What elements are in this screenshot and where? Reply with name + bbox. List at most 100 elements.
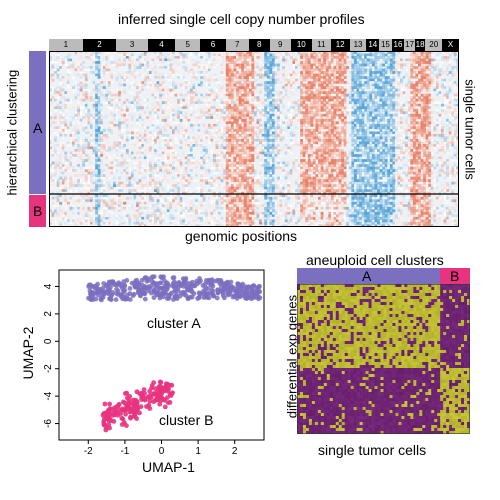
- point-cluster-b: [131, 401, 137, 406]
- point-cluster-a: [134, 284, 140, 290]
- point-cluster-a: [149, 275, 155, 280]
- expr-cluster-b-bar: [440, 268, 470, 284]
- point-cluster-a: [164, 286, 170, 292]
- point-cluster-a: [161, 294, 166, 300]
- point-cluster-b: [167, 400, 173, 405]
- x-tick-label: -1: [120, 446, 129, 457]
- point-cluster-a: [221, 282, 227, 287]
- point-cluster-b: [151, 380, 157, 385]
- point-cluster-b: [102, 401, 108, 407]
- point-cluster-a: [198, 278, 203, 284]
- chromosome-bar: 1 2 3 4 5 6 7 8 9 10 11 12 13 14 15 16 17 18 20 X: [49, 39, 459, 51]
- y-tick-label: -6: [43, 419, 54, 428]
- chromosome-2: 2: [82, 39, 117, 51]
- chromosome-7: 7: [225, 39, 249, 51]
- point-cluster-a: [255, 289, 261, 295]
- point-cluster-b: [133, 410, 139, 416]
- point-cluster-b: [141, 387, 147, 392]
- cluster-b-bar-label: B: [33, 203, 43, 219]
- point-cluster-a: [234, 295, 240, 301]
- point-cluster-a: [110, 290, 115, 295]
- point-cluster-a: [183, 293, 189, 298]
- point-cluster-b: [157, 401, 163, 407]
- chromosome-8: 8: [248, 39, 270, 51]
- chromosome-18: 18: [414, 39, 426, 51]
- cnv-title: inferred single cell copy number profile…: [118, 11, 365, 27]
- point-cluster-a: [156, 285, 162, 291]
- point-cluster-a: [137, 292, 143, 298]
- point-cluster-a: [239, 283, 245, 289]
- cluster-a-annotation: cluster A: [147, 315, 201, 331]
- point-cluster-a: [151, 288, 157, 293]
- point-cluster-b: [124, 390, 130, 396]
- point-cluster-b: [107, 425, 112, 431]
- point-cluster-a: [99, 294, 105, 300]
- point-cluster-b: [137, 391, 143, 397]
- aneuploid-title: aneuploid cell clusters: [306, 252, 444, 268]
- point-cluster-a: [171, 297, 176, 302]
- point-cluster-a: [142, 284, 148, 290]
- cluster-a-bar: [29, 51, 46, 194]
- point-cluster-b: [151, 399, 157, 405]
- point-cluster-a: [230, 285, 236, 290]
- point-cluster-a: [163, 283, 169, 289]
- expression-heatmap: [297, 284, 470, 434]
- point-cluster-a: [188, 294, 193, 300]
- x-tick-label: 2: [232, 446, 238, 457]
- point-cluster-a: [115, 288, 121, 294]
- chromosome-11: 11: [311, 39, 331, 51]
- point-cluster-b: [127, 409, 133, 415]
- point-cluster-b: [154, 389, 160, 395]
- umap-x-axis-label: UMAP-1: [142, 459, 195, 475]
- point-cluster-a: [253, 294, 259, 300]
- cluster-b-points: [100, 379, 175, 433]
- point-cluster-a: [234, 291, 240, 297]
- point-cluster-a: [108, 293, 114, 299]
- chromosome-4: 4: [147, 39, 176, 51]
- y-tick-label: 0: [43, 338, 54, 344]
- cluster-b-annotation: cluster B: [159, 412, 214, 428]
- point-cluster-a: [113, 297, 119, 302]
- point-cluster-b: [142, 396, 148, 401]
- point-cluster-a: [196, 295, 202, 300]
- point-cluster-b: [162, 397, 168, 403]
- cluster-a-bar-label: A: [33, 120, 43, 136]
- chromosome-6: 6: [200, 39, 226, 51]
- point-cluster-b: [123, 411, 128, 417]
- chromosome-9: 9: [269, 39, 291, 51]
- point-cluster-a: [162, 278, 167, 283]
- point-cluster-a: [131, 291, 137, 297]
- y-tick-label: 4: [43, 283, 54, 289]
- point-cluster-a: [211, 293, 217, 299]
- point-cluster-b: [113, 404, 119, 410]
- point-cluster-b: [166, 386, 171, 392]
- point-cluster-b: [147, 398, 153, 404]
- y-tick-label: 2: [43, 311, 54, 317]
- point-cluster-a: [206, 295, 212, 301]
- expr-cluster-b-label: B: [450, 268, 460, 284]
- point-cluster-a: [137, 287, 143, 293]
- point-cluster-a: [209, 287, 215, 293]
- genomic-positions-label: genomic positions: [185, 228, 298, 244]
- chromosome-20: 20: [425, 39, 443, 51]
- point-cluster-a: [158, 280, 164, 286]
- umap-plot: -2 -1 0 1 2 4 2 0 -2 -4 -6: [43, 269, 265, 457]
- point-cluster-a: [98, 288, 104, 294]
- y-tick-label: -4: [43, 391, 54, 400]
- expr-cluster-a-label: A: [362, 268, 372, 284]
- point-cluster-a: [203, 285, 209, 290]
- chromosome-X: X: [442, 39, 459, 51]
- point-cluster-b: [109, 407, 114, 412]
- point-cluster-b: [162, 404, 168, 410]
- point-cluster-a: [161, 274, 167, 280]
- point-cluster-a: [209, 279, 215, 284]
- point-cluster-a: [93, 283, 99, 289]
- chromosome-14: 14: [366, 39, 380, 51]
- point-cluster-a: [141, 290, 147, 296]
- chromosome-17: 17: [404, 39, 415, 51]
- point-cluster-b: [124, 423, 129, 428]
- point-cluster-a: [246, 284, 252, 290]
- point-cluster-a: [154, 281, 159, 287]
- point-cluster-b: [119, 422, 125, 427]
- point-cluster-b: [147, 388, 153, 394]
